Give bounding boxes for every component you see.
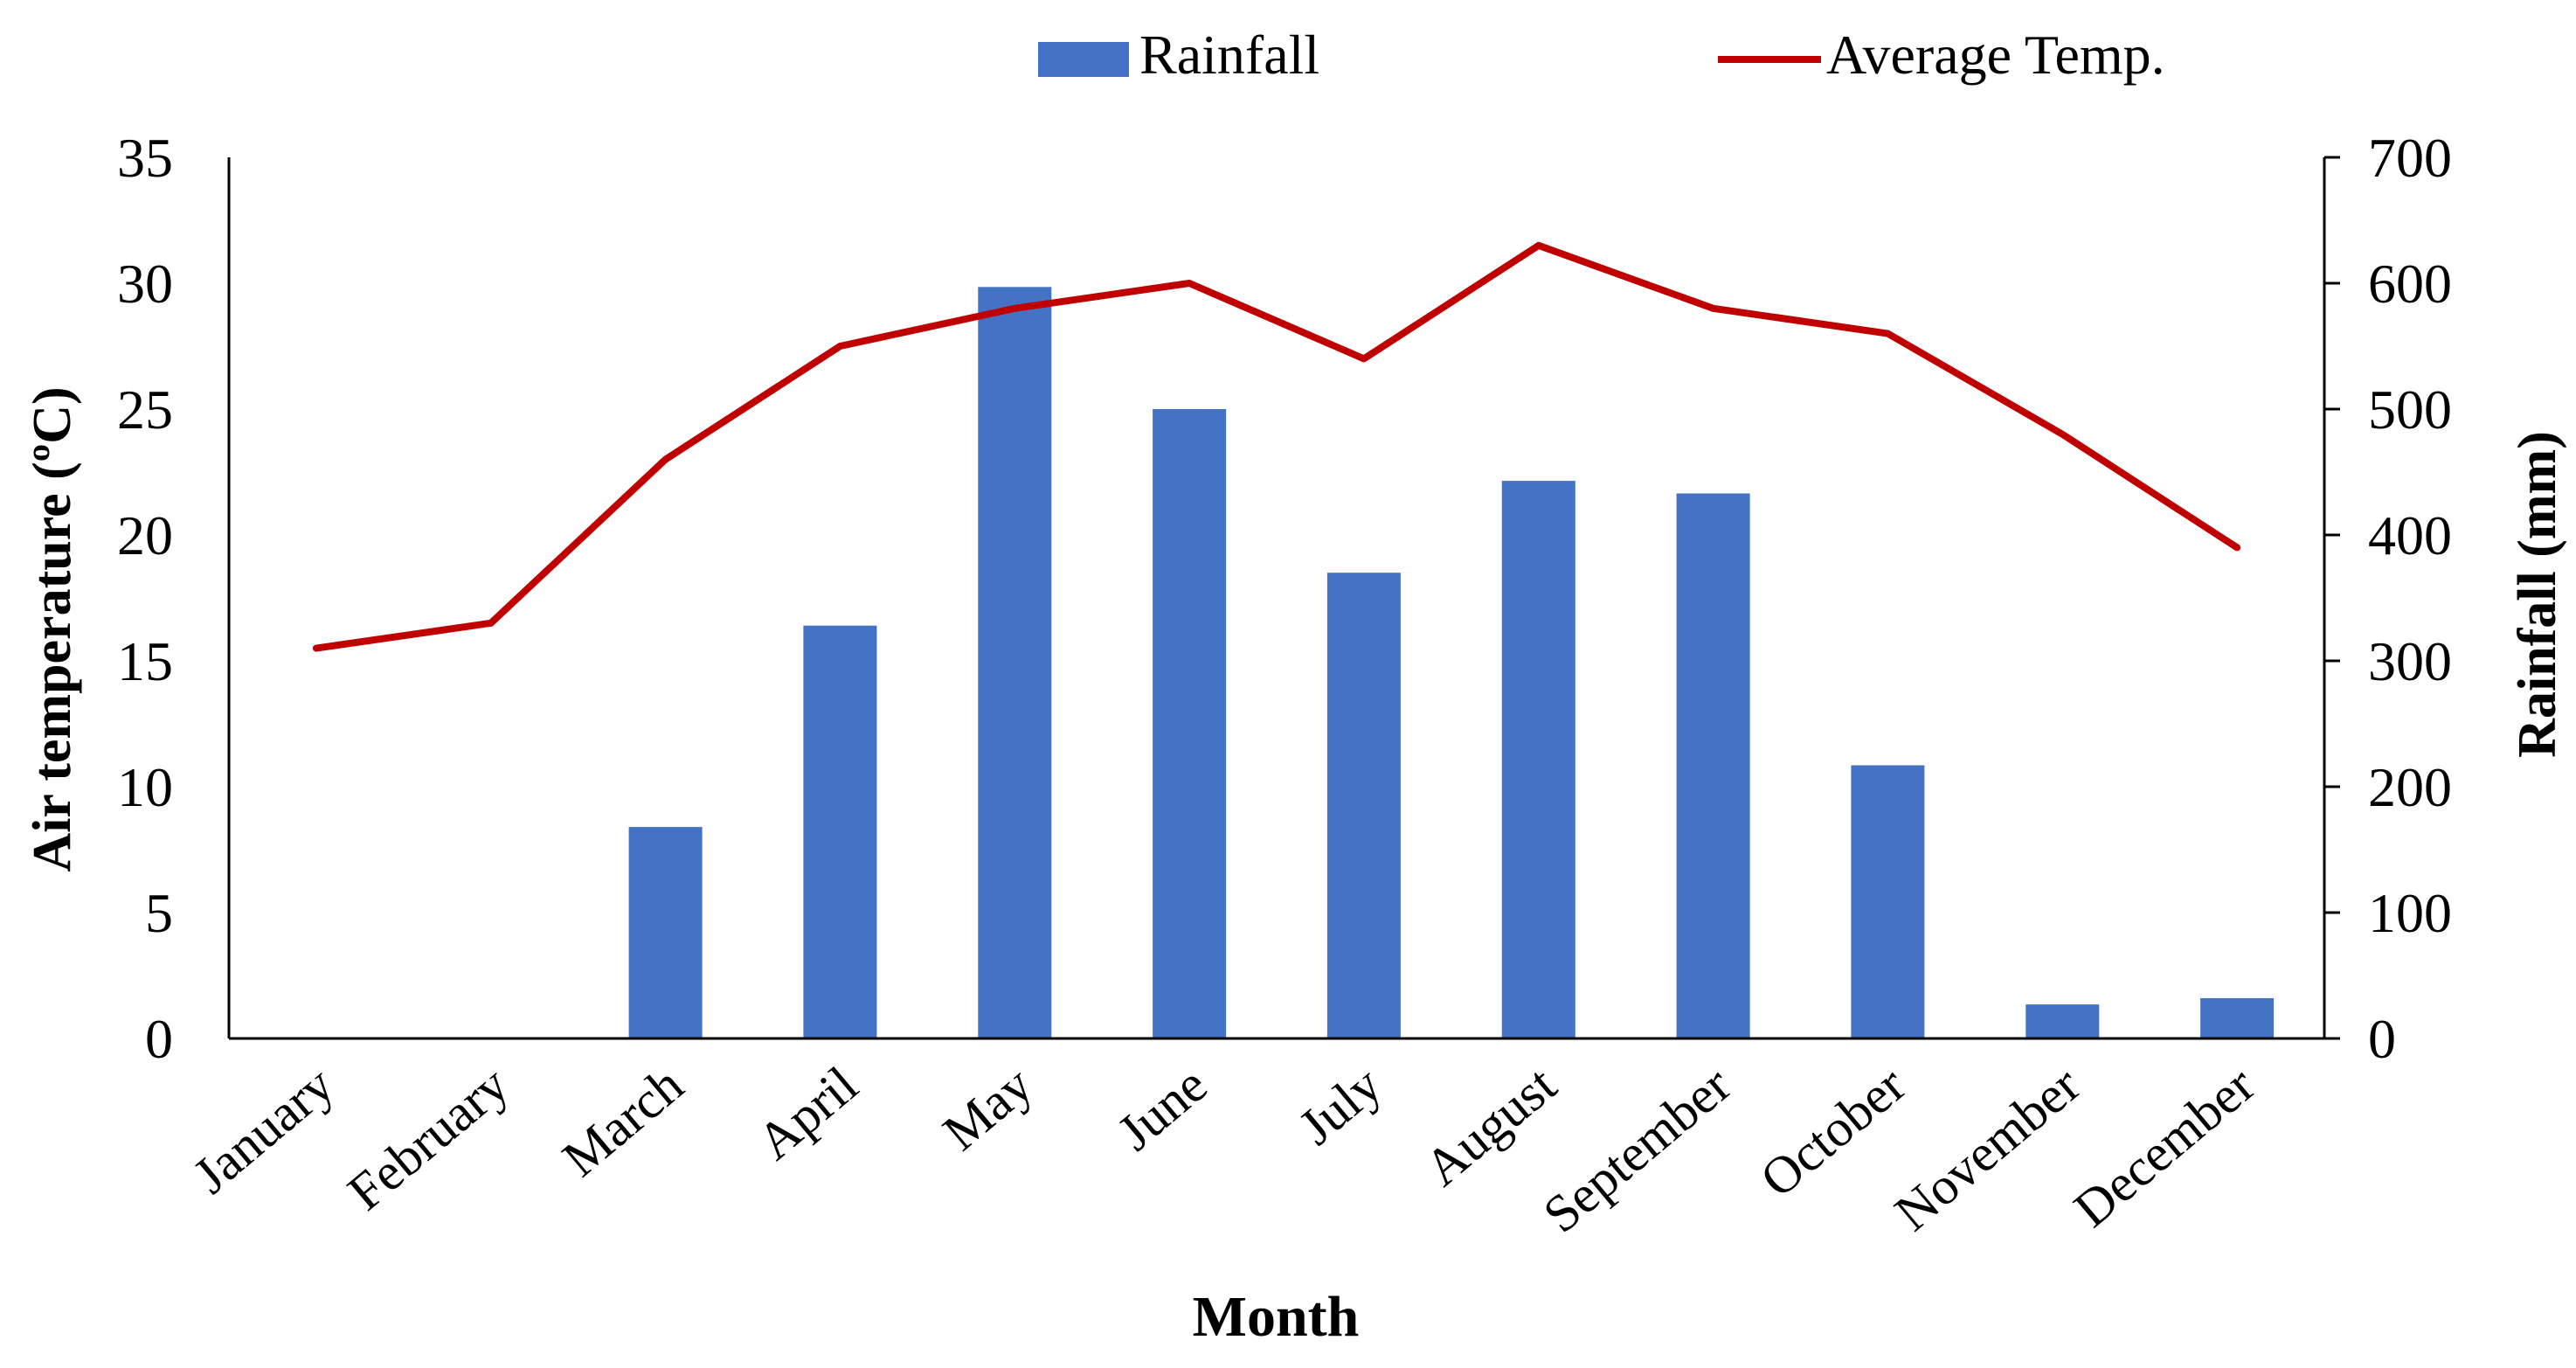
rainfall-bar-march — [628, 827, 703, 1038]
rainfall-bar-april — [803, 625, 877, 1038]
legend-temperature-label: Average Temp. — [1826, 24, 2165, 86]
rainfall-bar-december — [2200, 997, 2275, 1038]
right-tick-label-700: 700 — [2368, 127, 2452, 189]
rainfall-bar-august — [1501, 481, 1575, 1038]
left-y-axis-title: Air temperature (ºC) — [23, 386, 82, 871]
right-tick-label-0: 0 — [2368, 1008, 2396, 1070]
axis-ticks: 0 5 10 15 20 25 30 35 0 100 200 300 400 500 600 700 — [117, 127, 2452, 1070]
left-tick-label-0: 0 — [145, 1008, 173, 1070]
right-y-axis-title: Rainfall (mm) — [2508, 431, 2567, 758]
legend: Rainfall Average Temp. — [1038, 24, 2165, 86]
left-tick-label-25: 25 — [117, 378, 173, 441]
left-tick-label-10: 10 — [117, 756, 173, 818]
rainfall-bar-june — [1153, 409, 1227, 1038]
left-tick-label-5: 5 — [145, 882, 173, 944]
right-tick-label-600: 600 — [2368, 253, 2452, 315]
month-label-july: July — [1288, 1055, 1392, 1156]
legend-rainfall-swatch — [1038, 42, 1129, 77]
right-tick-label-300: 300 — [2368, 630, 2452, 692]
left-tick-label-15: 15 — [117, 630, 173, 692]
rainfall-bar-november — [2025, 1004, 2100, 1038]
temperature-line — [312, 241, 2241, 652]
month-label-april: April — [746, 1055, 868, 1170]
axes — [227, 157, 2326, 1040]
rainfall-bar-october — [1851, 765, 1925, 1038]
month-label-october: October — [1749, 1055, 1915, 1208]
month-label-february: February — [337, 1055, 519, 1221]
legend-rainfall-label: Rainfall — [1139, 24, 1319, 86]
left-tick-label-20: 20 — [117, 504, 173, 566]
right-tick-label-100: 100 — [2368, 882, 2452, 944]
rainfall-bar-september — [1676, 493, 1750, 1038]
month-label-september: September — [1533, 1055, 1742, 1243]
left-tick-label-35: 35 — [117, 127, 173, 189]
rainfall-bars — [454, 287, 2275, 1038]
month-label-january: January — [183, 1055, 344, 1204]
rainfall-bar-july — [1326, 573, 1401, 1038]
month-label-june: June — [1107, 1055, 1218, 1161]
rainfall-bar-may — [978, 287, 1052, 1038]
month-label-december: December — [2063, 1055, 2265, 1238]
x-axis-title: Month — [1193, 1285, 1360, 1349]
temperature-line-group — [312, 241, 2241, 652]
month-label-august: August — [1414, 1055, 1567, 1197]
right-tick-label-400: 400 — [2368, 504, 2452, 566]
month-label-november: November — [1884, 1055, 2090, 1241]
left-tick-label-30: 30 — [117, 253, 173, 315]
month-label-may: May — [932, 1055, 1043, 1161]
right-tick-label-200: 200 — [2368, 756, 2452, 818]
month-label-march: March — [552, 1055, 694, 1187]
right-tick-label-500: 500 — [2368, 378, 2452, 441]
